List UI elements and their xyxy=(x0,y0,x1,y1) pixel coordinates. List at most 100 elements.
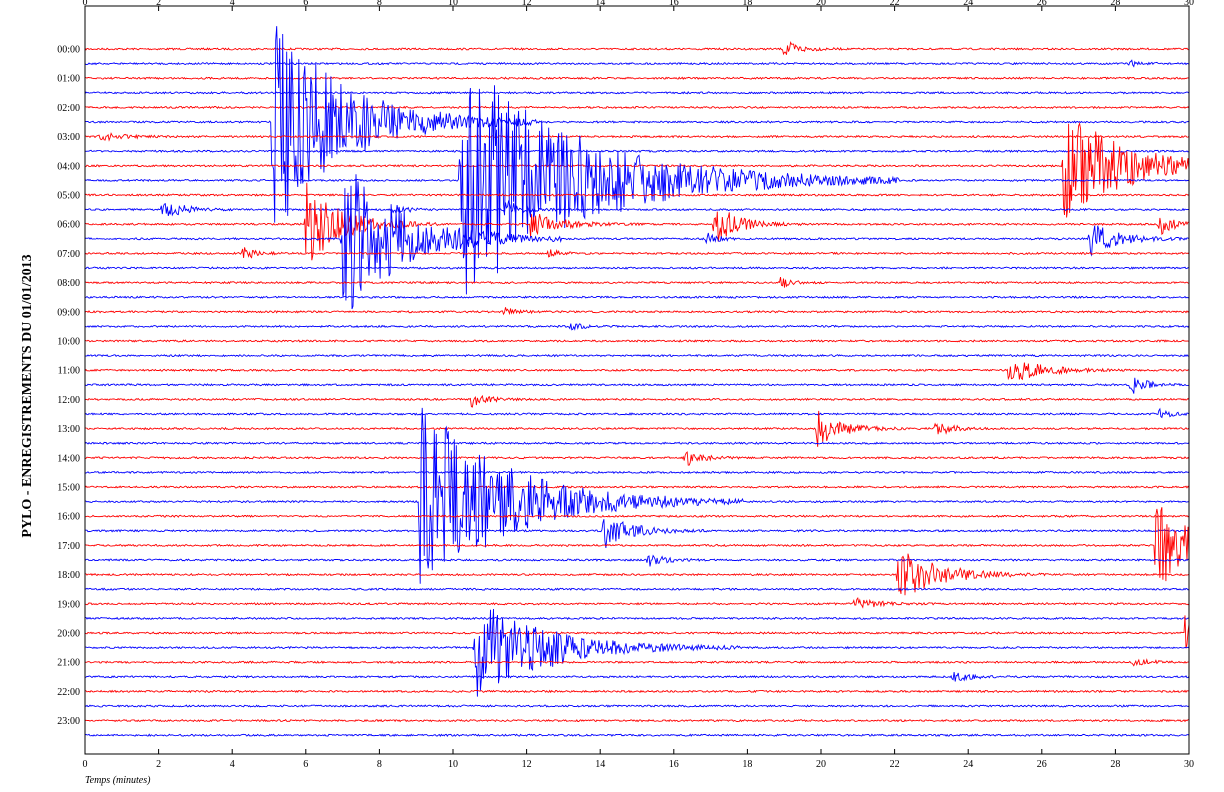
x-tick-label-top: 10 xyxy=(448,0,458,8)
trace-line xyxy=(84,174,1190,310)
trace-line xyxy=(84,323,1190,331)
hour-label: 15:00 xyxy=(57,483,80,494)
trace-line xyxy=(84,718,1189,723)
trace-line xyxy=(84,507,1190,582)
trace-group xyxy=(84,26,1190,737)
trace-line xyxy=(84,377,1190,394)
hour-label: 06:00 xyxy=(57,220,80,231)
hour-label: 11:00 xyxy=(58,366,80,377)
trace-line xyxy=(84,671,1190,682)
trace-line xyxy=(84,410,1190,447)
hour-label: 23:00 xyxy=(57,716,80,727)
x-tick-label-bottom: 16 xyxy=(669,759,679,770)
trace-line xyxy=(84,689,1190,694)
x-tick-label-bottom: 8 xyxy=(377,759,382,770)
trace-line xyxy=(84,470,1190,475)
x-axis-title: Temps (minutes) xyxy=(85,775,151,786)
x-tick-label-bottom: 12 xyxy=(522,759,532,770)
trace-line xyxy=(85,553,1190,596)
hour-label: 08:00 xyxy=(57,278,80,289)
x-tick-label-top: 26 xyxy=(1037,0,1047,8)
trace-line xyxy=(84,587,1190,591)
trace-line xyxy=(84,441,1190,445)
trace-line xyxy=(84,307,1190,316)
hour-label: 17:00 xyxy=(57,541,80,552)
x-tick-label-bottom: 26 xyxy=(1037,759,1047,770)
x-tick-label-top: 2 xyxy=(156,0,161,8)
trace-line xyxy=(84,353,1190,358)
x-tick-label-top: 16 xyxy=(669,0,679,8)
trace-line xyxy=(84,733,1190,737)
trace-line xyxy=(84,266,1189,270)
trace-line xyxy=(84,658,1190,667)
trace-line xyxy=(84,485,1190,489)
x-tick-label-bottom: 28 xyxy=(1110,759,1120,770)
x-tick-label-bottom: 2 xyxy=(156,759,161,770)
trace-line xyxy=(85,105,1190,110)
trace-line xyxy=(84,615,1190,649)
hour-label: 14:00 xyxy=(57,453,80,464)
trace-line xyxy=(84,554,1190,567)
x-tick-label-top: 4 xyxy=(230,0,235,8)
x-tick-label-bottom: 24 xyxy=(963,759,973,770)
hour-label: 02:00 xyxy=(57,103,80,114)
tick-group: 0022446688101012121414161618182020222224… xyxy=(83,0,1195,770)
trace-line xyxy=(84,90,1190,95)
x-tick-label-top: 20 xyxy=(816,0,826,8)
hour-label-group: 00:00 01:00 02:00 03:00 04:00 05:00 06:00 07:00… xyxy=(57,45,80,728)
hour-label: 13:00 xyxy=(57,424,80,435)
trace-line xyxy=(84,407,1190,419)
trace-line xyxy=(84,295,1190,299)
trace-line xyxy=(84,193,1190,197)
hour-label: 05:00 xyxy=(57,191,80,202)
x-tick-label-top: 30 xyxy=(1184,0,1194,8)
chart-title: PYLO - ENREGISTREMENTS DU 01/01/2013 xyxy=(20,254,35,537)
plot-frame xyxy=(84,5,1190,755)
trace-line xyxy=(84,451,1190,466)
x-tick-label-bottom: 10 xyxy=(448,759,458,770)
x-tick-label-top: 18 xyxy=(742,0,752,8)
hour-label: 01:00 xyxy=(57,74,80,85)
x-tick-label-top: 8 xyxy=(377,0,382,8)
trace-line xyxy=(84,199,1190,217)
hour-label: 12:00 xyxy=(57,395,80,406)
trace-line xyxy=(84,277,1190,288)
hour-label: 16:00 xyxy=(57,512,80,523)
hour-label: 21:00 xyxy=(57,658,80,669)
trace-line xyxy=(84,339,1190,343)
x-tick-label-top: 14 xyxy=(595,0,605,8)
x-tick-label-bottom: 30 xyxy=(1184,759,1194,770)
x-tick-label-top: 6 xyxy=(303,0,308,8)
x-tick-label-top: 22 xyxy=(890,0,900,8)
trace-line xyxy=(84,616,1190,621)
hour-label: 20:00 xyxy=(57,629,80,640)
x-tick-label-bottom: 14 xyxy=(595,759,605,770)
x-tick-label-bottom: 22 xyxy=(890,759,900,770)
x-tick-label-bottom: 6 xyxy=(303,759,308,770)
trace-line xyxy=(84,26,1190,223)
x-tick-label-bottom: 18 xyxy=(742,759,752,770)
trace-line xyxy=(84,132,1190,142)
hour-label: 19:00 xyxy=(57,599,80,610)
trace-line xyxy=(84,597,1190,609)
x-tick-label-bottom: 20 xyxy=(816,759,826,770)
trace-line xyxy=(84,704,1190,708)
hour-label: 09:00 xyxy=(57,307,80,318)
trace-line xyxy=(84,149,1190,153)
x-tick-label-top: 0 xyxy=(83,0,88,8)
trace-line xyxy=(84,182,1190,261)
trace-line xyxy=(84,85,1190,295)
hour-label: 22:00 xyxy=(57,687,80,698)
hour-label: 04:00 xyxy=(57,161,80,172)
trace-line xyxy=(84,519,1190,548)
hour-label: 07:00 xyxy=(57,249,80,260)
trace-line xyxy=(84,394,1190,408)
x-tick-label-top: 24 xyxy=(963,0,973,8)
trace-line xyxy=(84,362,1190,381)
trace-line xyxy=(85,608,1190,697)
trace-line xyxy=(85,514,1190,518)
trace-line xyxy=(84,76,1189,80)
trace-line xyxy=(84,59,1190,68)
hour-label: 10:00 xyxy=(57,337,80,348)
